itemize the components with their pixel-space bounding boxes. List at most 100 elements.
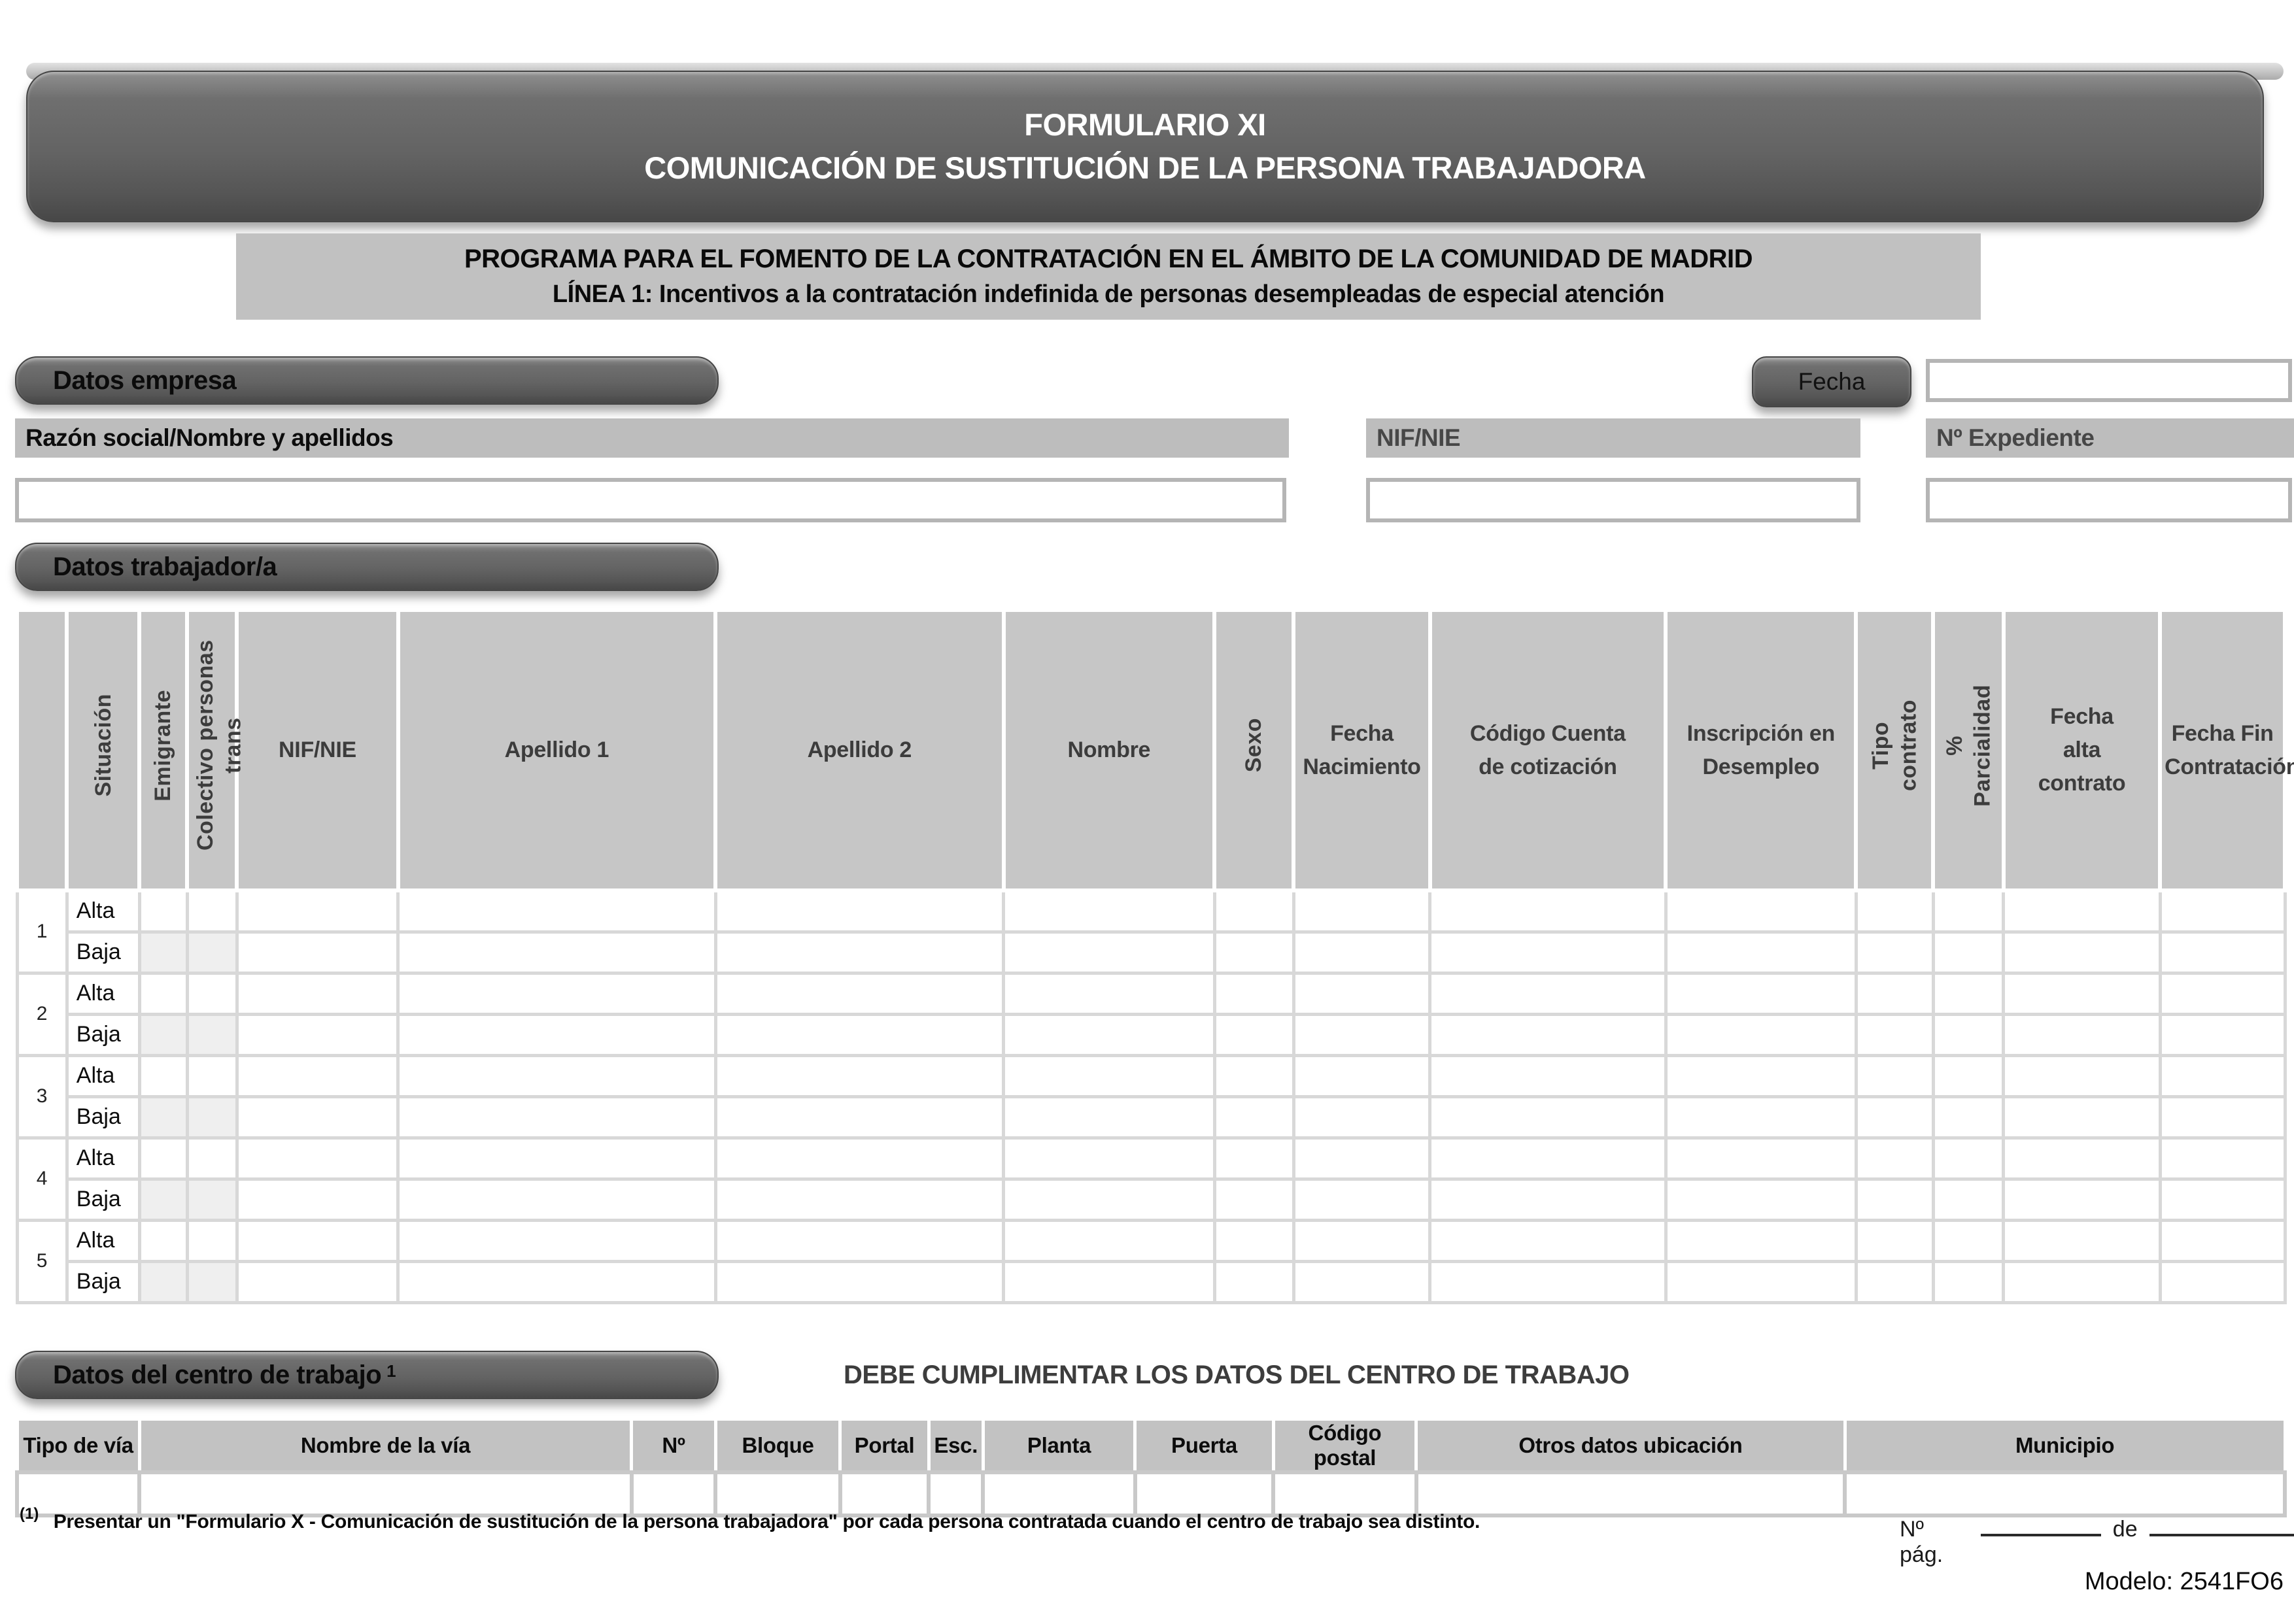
cell-fecha-alta-contrato-row5-baja[interactable] (2002, 1259, 2162, 1304)
cell-nombre-row1-alta[interactable] (1002, 888, 1216, 934)
cell-nombre-row5-alta[interactable] (1002, 1218, 1216, 1263)
cell-apellido2-row5-alta[interactable] (713, 1218, 1006, 1263)
cell-apellido2-row2-alta[interactable] (713, 971, 1006, 1016)
input-puerta[interactable] (1133, 1470, 1276, 1517)
cell-codigo-cuenta-cotizacion-row3-baja[interactable] (1428, 1094, 1668, 1140)
cell-fecha-fin-contratacion-row1-alta[interactable] (2158, 888, 2287, 934)
cell-porcentaje-parcialidad-row5-alta[interactable] (1931, 1218, 2006, 1263)
cell-nombre-row1-baja[interactable] (1002, 930, 1216, 975)
cell-nif-nie-row2-alta[interactable] (235, 971, 400, 1016)
cell-fecha-alta-contrato-row4-baja[interactable] (2002, 1177, 2162, 1222)
cell-porcentaje-parcialidad-row2-baja[interactable] (1931, 1012, 2006, 1057)
input-tipo-via[interactable] (14, 1470, 142, 1517)
cell-apellido2-row1-alta[interactable] (713, 888, 1006, 934)
input-planta[interactable] (981, 1470, 1137, 1517)
cell-nif-nie-row5-baja[interactable] (235, 1259, 400, 1304)
cell-porcentaje-parcialidad-row4-baja[interactable] (1931, 1177, 2006, 1222)
cell-colectivo-row1-alta[interactable] (185, 888, 239, 934)
cell-fecha-alta-contrato-row2-alta[interactable] (2002, 971, 2162, 1016)
cell-tipo-contrato-row2-alta[interactable] (1854, 971, 1935, 1016)
cell-apellido1-row3-alta[interactable] (396, 1053, 717, 1098)
cell-nif-nie-row3-baja[interactable] (235, 1094, 400, 1140)
nif-nie-input[interactable] (1366, 478, 1860, 522)
cell-emigrante-row5-alta[interactable] (137, 1218, 189, 1263)
cell-sexo-row2-alta[interactable] (1212, 971, 1295, 1016)
cell-inscripcion-desempleo-row4-baja[interactable] (1664, 1177, 1858, 1222)
cell-inscripcion-desempleo-row2-baja[interactable] (1664, 1012, 1858, 1057)
cell-sexo-row4-baja[interactable] (1212, 1177, 1295, 1222)
cell-inscripcion-desempleo-row2-alta[interactable] (1664, 971, 1858, 1016)
cell-fecha-alta-contrato-row1-alta[interactable] (2002, 888, 2162, 934)
cell-codigo-cuenta-cotizacion-row4-alta[interactable] (1428, 1136, 1668, 1181)
cell-sexo-row3-baja[interactable] (1212, 1094, 1295, 1140)
cell-fecha-fin-contratacion-row5-baja[interactable] (2158, 1259, 2287, 1304)
cell-fecha-nacimiento-row3-baja[interactable] (1292, 1094, 1432, 1140)
cell-fecha-alta-contrato-row5-alta[interactable] (2002, 1218, 2162, 1263)
cell-fecha-alta-contrato-row3-baja[interactable] (2002, 1094, 2162, 1140)
cell-fecha-nacimiento-row1-baja[interactable] (1292, 930, 1432, 975)
cell-apellido1-row2-baja[interactable] (396, 1012, 717, 1057)
cell-codigo-cuenta-cotizacion-row1-baja[interactable] (1428, 930, 1668, 975)
cell-apellido1-row4-alta[interactable] (396, 1136, 717, 1181)
input-otros-datos-ubicacion[interactable] (1414, 1470, 1847, 1517)
cell-inscripcion-desempleo-row5-baja[interactable] (1664, 1259, 1858, 1304)
cell-apellido2-row2-baja[interactable] (713, 1012, 1006, 1057)
cell-tipo-contrato-row2-baja[interactable] (1854, 1012, 1935, 1057)
cell-nif-nie-row4-alta[interactable] (235, 1136, 400, 1181)
cell-emigrante-row3-alta[interactable] (137, 1053, 189, 1098)
cell-emigrante-row4-alta[interactable] (137, 1136, 189, 1181)
cell-nif-nie-row3-alta[interactable] (235, 1053, 400, 1098)
cell-tipo-contrato-row4-alta[interactable] (1854, 1136, 1935, 1181)
cell-apellido2-row1-baja[interactable] (713, 930, 1006, 975)
cell-inscripcion-desempleo-row1-alta[interactable] (1664, 888, 1858, 934)
fecha-input[interactable] (1926, 359, 2292, 402)
cell-apellido1-row3-baja[interactable] (396, 1094, 717, 1140)
cell-apellido2-row4-alta[interactable] (713, 1136, 1006, 1181)
cell-apellido2-row4-baja[interactable] (713, 1177, 1006, 1222)
input-escalera[interactable] (927, 1470, 985, 1517)
cell-nif-nie-row5-alta[interactable] (235, 1218, 400, 1263)
cell-apellido1-row5-alta[interactable] (396, 1218, 717, 1263)
cell-codigo-cuenta-cotizacion-row2-alta[interactable] (1428, 971, 1668, 1016)
cell-nombre-row2-baja[interactable] (1002, 1012, 1216, 1057)
cell-colectivo-row4-alta[interactable] (185, 1136, 239, 1181)
page-number-blank[interactable] (1981, 1512, 2101, 1536)
cell-porcentaje-parcialidad-row1-baja[interactable] (1931, 930, 2006, 975)
cell-fecha-fin-contratacion-row1-baja[interactable] (2158, 930, 2287, 975)
input-numero[interactable] (629, 1470, 718, 1517)
cell-fecha-alta-contrato-row2-baja[interactable] (2002, 1012, 2162, 1057)
cell-nombre-row5-baja[interactable] (1002, 1259, 1216, 1304)
cell-sexo-row1-alta[interactable] (1212, 888, 1295, 934)
cell-apellido2-row5-baja[interactable] (713, 1259, 1006, 1304)
cell-codigo-cuenta-cotizacion-row3-alta[interactable] (1428, 1053, 1668, 1098)
cell-codigo-cuenta-cotizacion-row2-baja[interactable] (1428, 1012, 1668, 1057)
cell-fecha-fin-contratacion-row5-alta[interactable] (2158, 1218, 2287, 1263)
cell-apellido1-row2-alta[interactable] (396, 971, 717, 1016)
cell-porcentaje-parcialidad-row1-alta[interactable] (1931, 888, 2006, 934)
cell-inscripcion-desempleo-row1-baja[interactable] (1664, 930, 1858, 975)
cell-sexo-row5-baja[interactable] (1212, 1259, 1295, 1304)
cell-apellido1-row1-alta[interactable] (396, 888, 717, 934)
cell-tipo-contrato-row5-alta[interactable] (1854, 1218, 1935, 1263)
cell-tipo-contrato-row4-baja[interactable] (1854, 1177, 1935, 1222)
cell-fecha-alta-contrato-row4-alta[interactable] (2002, 1136, 2162, 1181)
cell-apellido1-row5-baja[interactable] (396, 1259, 717, 1304)
cell-porcentaje-parcialidad-row3-baja[interactable] (1931, 1094, 2006, 1140)
cell-codigo-cuenta-cotizacion-row1-alta[interactable] (1428, 888, 1668, 934)
cell-fecha-nacimiento-row1-alta[interactable] (1292, 888, 1432, 934)
cell-apellido2-row3-alta[interactable] (713, 1053, 1006, 1098)
cell-inscripcion-desempleo-row4-alta[interactable] (1664, 1136, 1858, 1181)
cell-codigo-cuenta-cotizacion-row4-baja[interactable] (1428, 1177, 1668, 1222)
cell-fecha-nacimiento-row2-alta[interactable] (1292, 971, 1432, 1016)
cell-fecha-fin-contratacion-row2-alta[interactable] (2158, 971, 2287, 1016)
cell-codigo-cuenta-cotizacion-row5-baja[interactable] (1428, 1259, 1668, 1304)
input-nombre-via[interactable] (137, 1470, 634, 1517)
cell-sexo-row2-baja[interactable] (1212, 1012, 1295, 1057)
input-portal[interactable] (838, 1470, 931, 1517)
cell-nombre-row4-baja[interactable] (1002, 1177, 1216, 1222)
cell-nombre-row4-alta[interactable] (1002, 1136, 1216, 1181)
input-codigo-postal[interactable] (1271, 1470, 1418, 1517)
cell-nif-nie-row1-baja[interactable] (235, 930, 400, 975)
cell-porcentaje-parcialidad-row5-baja[interactable] (1931, 1259, 2006, 1304)
cell-sexo-row1-baja[interactable] (1212, 930, 1295, 975)
